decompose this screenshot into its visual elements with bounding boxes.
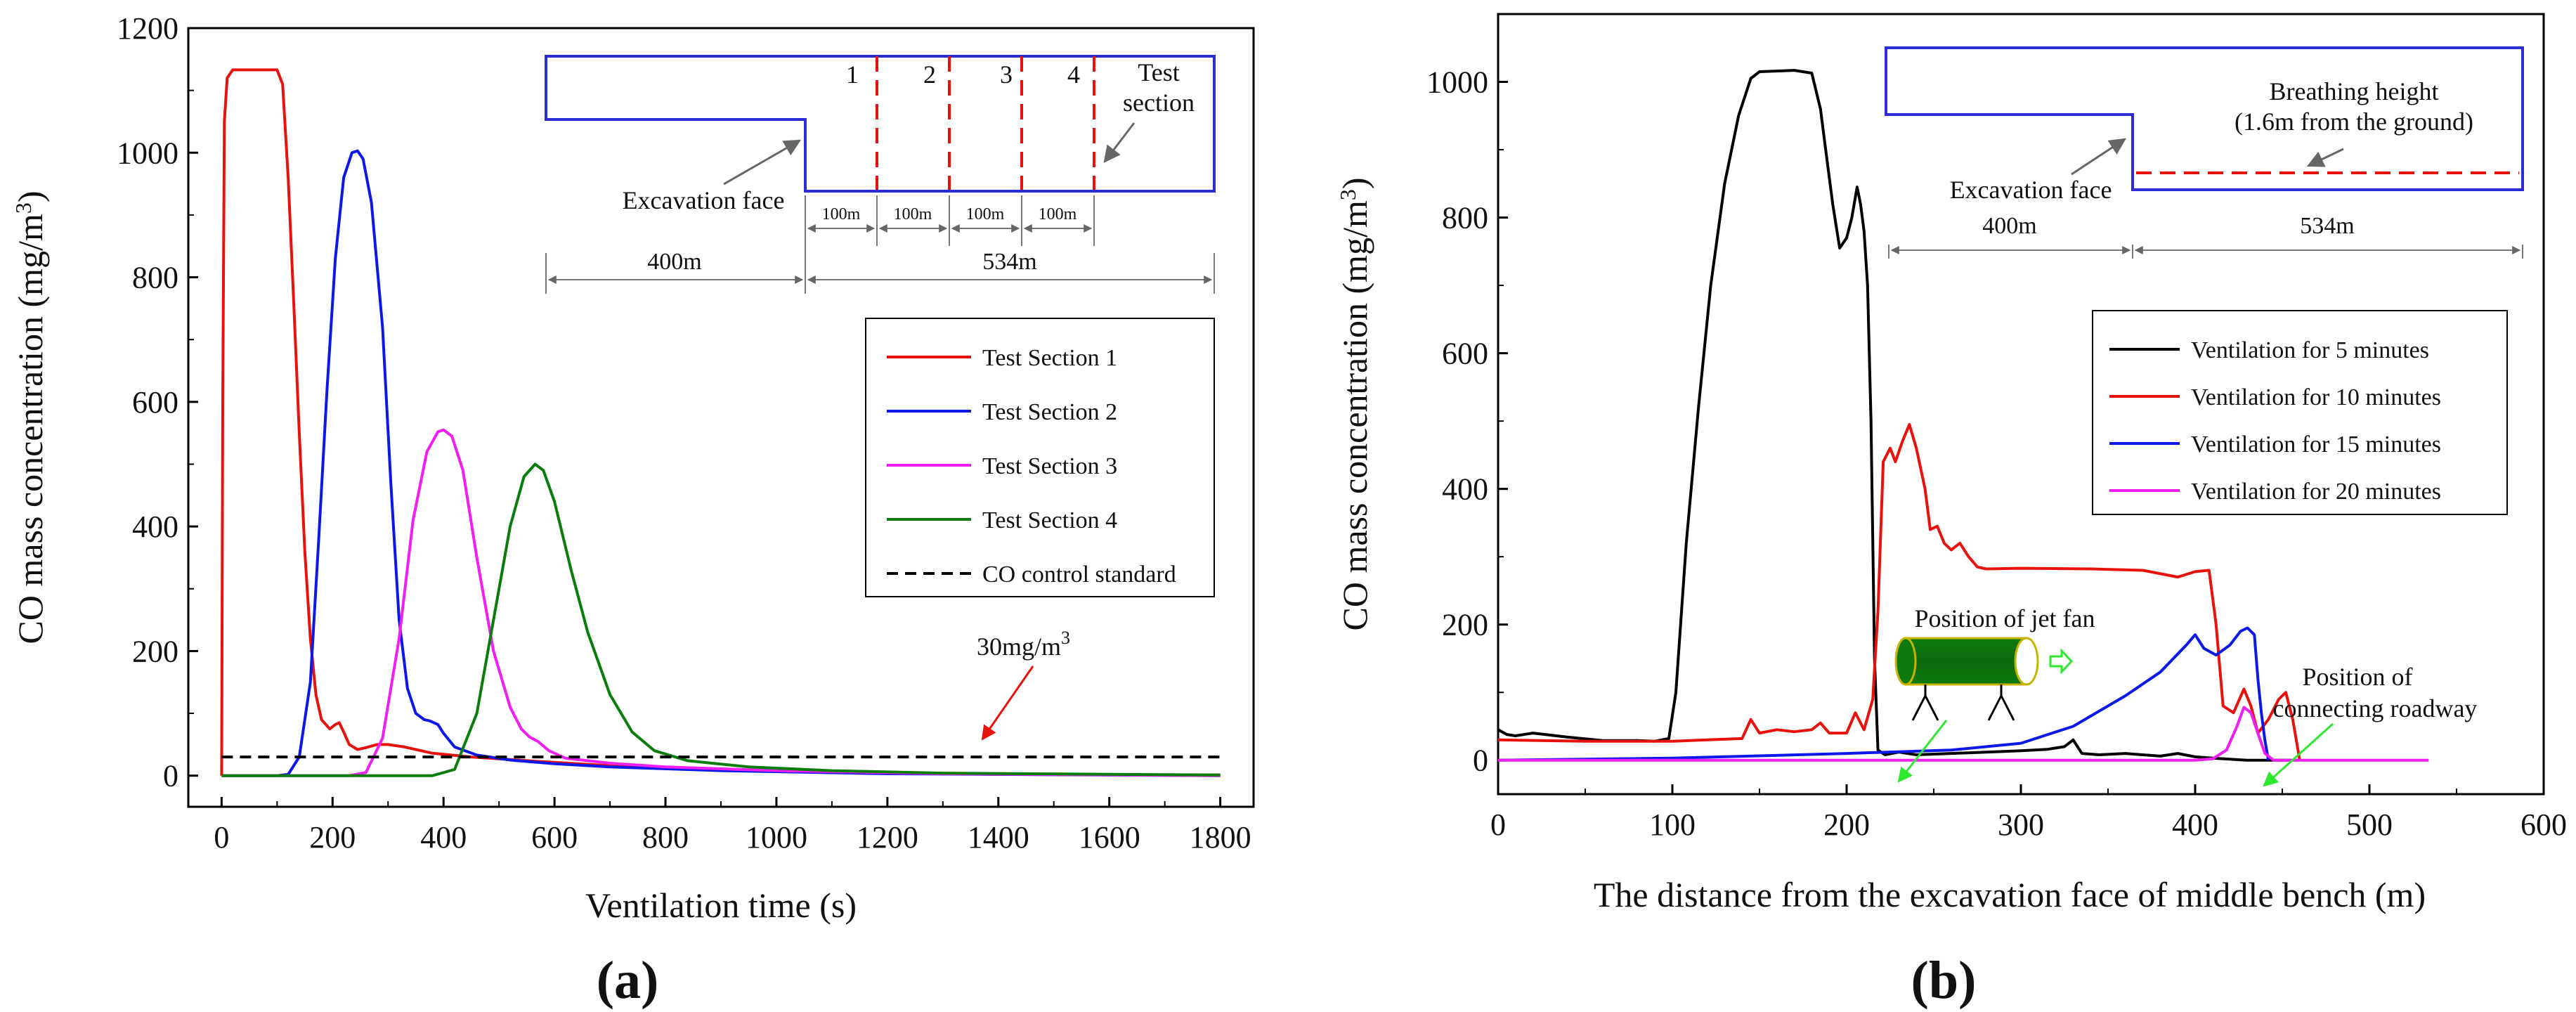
dim-534m-b: 534m xyxy=(2300,213,2354,239)
x-tick-label: 1400 xyxy=(968,820,1029,855)
series-line-4 xyxy=(1498,706,2429,762)
legend-label: Ventilation for 10 minutes xyxy=(2191,384,2441,410)
inset-diagram-b: Breathing height (1.6m from the ground) … xyxy=(1885,46,2524,259)
dim-400m-a: 400m xyxy=(647,249,701,275)
breathing-height-label-line1: Breathing height xyxy=(2270,77,2439,105)
x-tick-label: 400 xyxy=(2172,807,2218,842)
jet-fan-inlet xyxy=(1894,637,1917,686)
connecting-roadway-label-line2: connecting roadway xyxy=(2273,694,2478,722)
dim-100m-3: 100m xyxy=(966,205,1005,223)
control-standard-arrow xyxy=(981,666,1034,741)
jet-fan-support-right xyxy=(1987,685,2015,721)
y-tick-label: 200 xyxy=(1442,608,1488,642)
chart-a: 0 200 400 600 800 1000 1200 1400 1600 18000200400… xyxy=(11,11,1255,1010)
x-axis-label-b: The distance from the excavation face of… xyxy=(1594,875,2426,914)
legend-b: Ventilation for 5 minutes Ventilation for… xyxy=(2092,310,2508,515)
y-tick-label: 1200 xyxy=(117,11,178,46)
y-tick-label: 800 xyxy=(132,261,178,295)
jet-fan-outlet xyxy=(2014,637,2039,686)
legend-a: Test Section 1 Test Section 2 Test Section… xyxy=(865,318,1215,597)
legend-label: Ventilation for 20 minutes xyxy=(2191,479,2441,505)
legend-box-b xyxy=(2092,310,2508,515)
tunnel-outline-b xyxy=(1885,46,2524,191)
panel-label-b: (b) xyxy=(1911,951,1977,1010)
breathing-height-arrow xyxy=(2306,148,2344,167)
x-tick-label: 600 xyxy=(2520,807,2567,842)
x-tick-label: 1600 xyxy=(1079,820,1140,855)
excavation-face-arrow-b xyxy=(2071,138,2127,176)
control-standard-annotation: 30mg/m3 xyxy=(977,628,1070,661)
x-tick-label: 1000 xyxy=(746,820,807,855)
excavation-face-label-b: Excavation face xyxy=(1950,176,2112,204)
tunnel-outline-a xyxy=(545,55,1216,193)
connecting-roadway-label-line1: Position of xyxy=(2302,663,2412,691)
dim-400m-b: 400m xyxy=(1982,213,2036,239)
x-tick-label: 400 xyxy=(420,820,467,855)
y-axis-label-b: CO mass concentration (mg/m3) xyxy=(1335,177,1374,630)
legend-label: Test Section 1 xyxy=(982,345,1117,371)
jet-fan-graphic: Position of jet fan xyxy=(1894,604,2095,783)
dim-100m-2: 100m xyxy=(894,205,932,223)
series-line-2 xyxy=(1497,423,2301,761)
legend-label: Ventilation for 15 minutes xyxy=(2191,432,2441,458)
x-tick-label: 1200 xyxy=(857,820,918,855)
test-section-label-line2: section xyxy=(1123,89,1195,117)
legend-label: Test Section 2 xyxy=(982,399,1117,425)
x-tick-label: 0 xyxy=(214,820,229,855)
x-tick-label: 100 xyxy=(1649,807,1696,842)
section-number-4: 4 xyxy=(1067,60,1080,89)
x-tick-label: 300 xyxy=(1998,807,2044,842)
legend-label: CO control standard xyxy=(982,562,1176,588)
series-line-3 xyxy=(1497,626,2270,762)
connecting-roadway-arrow xyxy=(2263,722,2334,787)
y-axis-label-a: CO mass concentration (mg/m3) xyxy=(11,190,50,644)
excavation-face-label-a: Excavation face xyxy=(623,186,785,214)
x-tick-label: 500 xyxy=(2346,807,2393,842)
x-tick-label: 0 xyxy=(1490,807,1506,842)
series-line-1 xyxy=(1497,69,2291,762)
chart-b: 0 100 200 300 400 500 600 0 200 400 600 800 1000 Bre… xyxy=(1335,13,2567,1010)
y-tick-label: 1000 xyxy=(1426,65,1488,100)
legend-label: Test Section 3 xyxy=(982,453,1117,479)
jet-fan-support-left xyxy=(1911,685,1939,721)
x-tick-label: 800 xyxy=(642,820,689,855)
y-tick-label: 0 xyxy=(163,759,178,793)
x-tick-label: 600 xyxy=(531,820,578,855)
y-tick-label: 0 xyxy=(1473,744,1488,778)
test-section-arrow xyxy=(1103,122,1136,163)
dim-534m-a: 534m xyxy=(982,249,1036,275)
section-number-3: 3 xyxy=(1000,60,1013,89)
section-number-2: 2 xyxy=(923,60,936,89)
y-tick-label: 200 xyxy=(132,634,178,668)
legend-box-a xyxy=(865,318,1215,597)
x-axis-label-a: Ventilation time (s) xyxy=(585,885,857,925)
dim-100m-1: 100m xyxy=(822,205,861,223)
dim-100m-4: 100m xyxy=(1039,205,1077,223)
legend-label: Ventilation for 5 minutes xyxy=(2191,337,2429,363)
series-line-2 xyxy=(221,149,1221,777)
x-tick-label: 1800 xyxy=(1190,820,1251,855)
legend-label: Test Section 4 xyxy=(982,507,1117,533)
section-number-1: 1 xyxy=(846,60,859,89)
y-tick-label: 400 xyxy=(1442,472,1488,507)
x-tick-label: 200 xyxy=(309,820,356,855)
y-tick-label: 1000 xyxy=(117,136,178,170)
breathing-height-label-line2: (1.6m from the ground) xyxy=(2235,108,2473,136)
excavation-face-arrow-a xyxy=(723,139,802,186)
series-line-3 xyxy=(221,428,1221,777)
jet-fan-label: Position of jet fan xyxy=(1915,604,2095,632)
airflow-arrow-icon xyxy=(2049,648,2074,675)
y-tick-label: 600 xyxy=(1442,337,1488,371)
y-tick-label: 400 xyxy=(132,510,178,544)
inset-diagram-a: 1 2 3 4 Test section Excavation face 100… xyxy=(545,55,1216,294)
jet-fan-position-arrow xyxy=(1897,720,1948,783)
test-section-label-line1: Test xyxy=(1138,58,1179,86)
y-tick-label: 600 xyxy=(132,385,178,420)
series-line-4 xyxy=(221,462,1221,777)
y-tick-label: 800 xyxy=(1442,201,1488,235)
jet-fan-body xyxy=(1904,637,2028,686)
x-tick-label: 200 xyxy=(1823,807,1870,842)
panel-label-a: (a) xyxy=(597,951,659,1010)
